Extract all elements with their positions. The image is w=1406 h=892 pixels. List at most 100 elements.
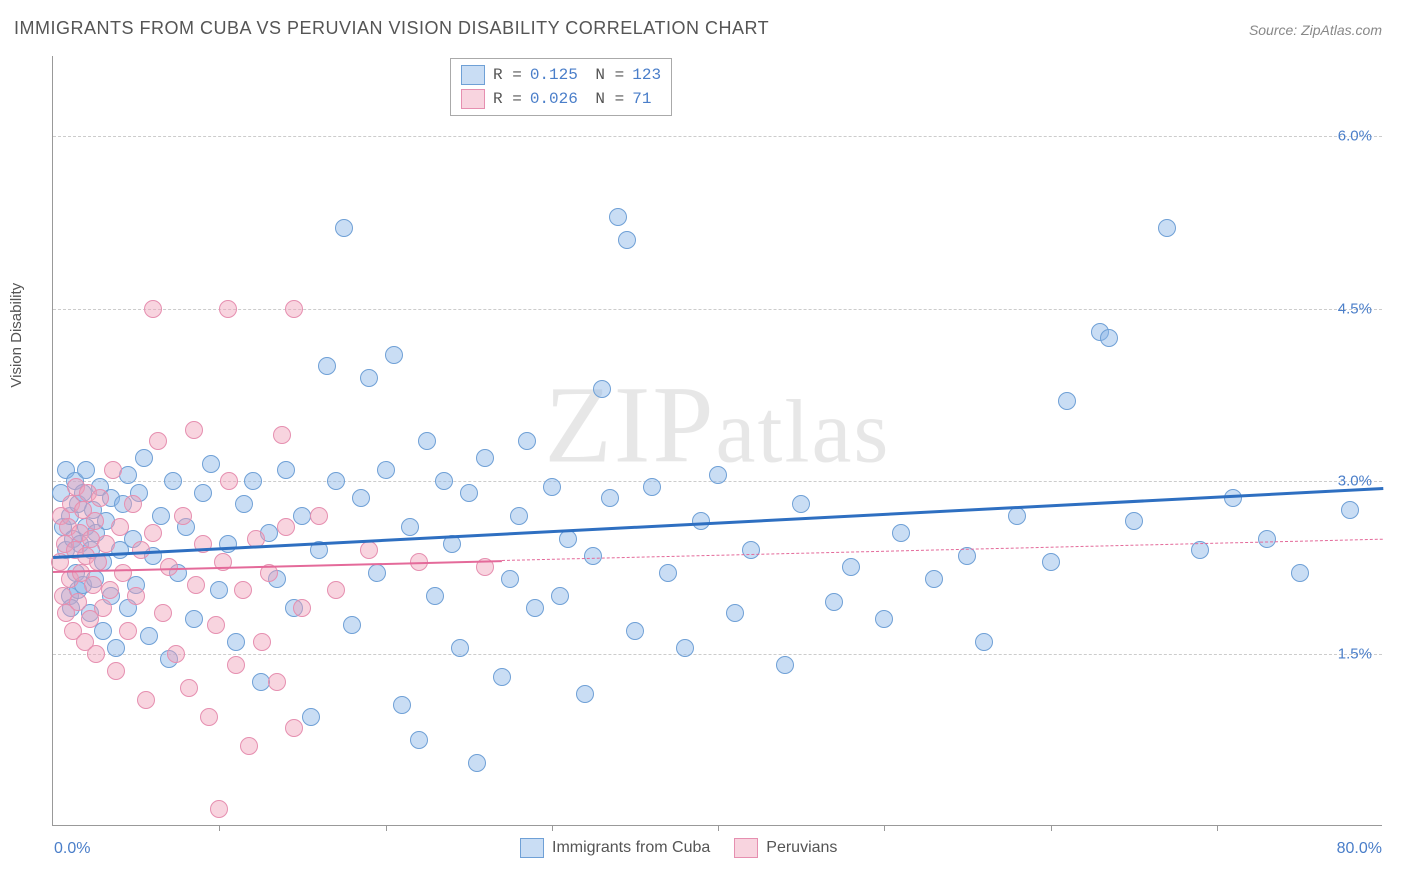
data-point-series-0: [418, 432, 436, 450]
data-point-series-1: [107, 662, 125, 680]
data-point-series-0: [518, 432, 536, 450]
stats-row-0: R = 0.125 N = 123: [461, 63, 661, 87]
y-tick-label: 3.0%: [1338, 473, 1372, 490]
data-point-series-1: [273, 426, 291, 444]
data-point-series-0: [659, 564, 677, 582]
data-point-series-1: [132, 541, 150, 559]
series-legend: Immigrants from Cuba Peruvians: [520, 838, 837, 858]
data-point-series-0: [551, 587, 569, 605]
data-point-series-1: [187, 576, 205, 594]
data-point-series-0: [825, 593, 843, 611]
data-point-series-0: [343, 616, 361, 634]
data-point-series-1: [149, 432, 167, 450]
data-point-series-0: [1341, 501, 1359, 519]
data-point-series-1: [210, 800, 228, 818]
stat-r-1: 0.026: [530, 90, 578, 108]
x-tick: [1051, 825, 1052, 831]
data-point-series-0: [377, 461, 395, 479]
data-point-series-1: [219, 300, 237, 318]
swatch-series-0: [461, 65, 485, 85]
data-point-series-1: [69, 593, 87, 611]
legend-label-0: Immigrants from Cuba: [552, 839, 710, 857]
data-point-series-0: [493, 668, 511, 686]
data-point-series-0: [302, 708, 320, 726]
swatch-bottom-1: [734, 838, 758, 858]
data-point-series-1: [111, 518, 129, 536]
data-point-series-1: [234, 581, 252, 599]
data-point-series-0: [318, 357, 336, 375]
data-point-series-1: [89, 553, 107, 571]
data-point-series-1: [285, 300, 303, 318]
gridline-h: [53, 654, 1382, 655]
gridline-h: [53, 309, 1382, 310]
stats-legend: R = 0.125 N = 123 R = 0.026 N = 71: [450, 58, 672, 116]
data-point-series-0: [1291, 564, 1309, 582]
data-point-series-1: [127, 587, 145, 605]
gridline-h: [53, 136, 1382, 137]
data-point-series-1: [84, 576, 102, 594]
data-point-series-0: [219, 535, 237, 553]
data-point-series-0: [185, 610, 203, 628]
data-point-series-0: [210, 581, 228, 599]
data-point-series-0: [368, 564, 386, 582]
data-point-series-1: [194, 535, 212, 553]
stat-n-1: 71: [632, 90, 651, 108]
data-point-series-1: [360, 541, 378, 559]
data-point-series-1: [185, 421, 203, 439]
legend-label-1: Peruvians: [766, 839, 837, 857]
data-point-series-0: [643, 478, 661, 496]
data-point-series-0: [1042, 553, 1060, 571]
data-point-series-0: [692, 512, 710, 530]
data-point-series-0: [842, 558, 860, 576]
stats-row-1: R = 0.026 N = 71: [461, 87, 661, 111]
data-point-series-0: [501, 570, 519, 588]
data-point-series-0: [676, 639, 694, 657]
data-point-series-1: [114, 564, 132, 582]
data-point-series-1: [124, 495, 142, 513]
data-point-series-1: [247, 530, 265, 548]
data-point-series-0: [310, 541, 328, 559]
data-point-series-1: [137, 691, 155, 709]
data-point-series-0: [327, 472, 345, 490]
data-point-series-0: [593, 380, 611, 398]
data-point-series-0: [107, 639, 125, 657]
data-point-series-1: [253, 633, 271, 651]
data-point-series-1: [51, 553, 69, 571]
data-point-series-0: [244, 472, 262, 490]
data-point-series-0: [277, 461, 295, 479]
data-point-series-0: [609, 208, 627, 226]
stat-n-0: 123: [632, 66, 661, 84]
data-point-series-1: [167, 645, 185, 663]
data-point-series-0: [335, 219, 353, 237]
legend-item-1: Peruvians: [734, 838, 837, 858]
data-point-series-1: [200, 708, 218, 726]
data-point-series-0: [510, 507, 528, 525]
x-tick: [219, 825, 220, 831]
data-point-series-1: [327, 581, 345, 599]
data-point-series-0: [1191, 541, 1209, 559]
data-point-series-0: [1058, 392, 1076, 410]
data-point-series-0: [435, 472, 453, 490]
data-point-series-0: [892, 524, 910, 542]
data-point-series-0: [235, 495, 253, 513]
data-point-series-0: [776, 656, 794, 674]
trend-line: [502, 539, 1383, 561]
data-point-series-1: [410, 553, 428, 571]
data-point-series-0: [709, 466, 727, 484]
data-point-series-0: [77, 461, 95, 479]
data-point-series-1: [285, 719, 303, 737]
y-tick-label: 6.0%: [1338, 128, 1372, 145]
data-point-series-0: [352, 489, 370, 507]
x-axis-max-label: 80.0%: [1337, 840, 1382, 858]
data-point-series-1: [154, 604, 172, 622]
data-point-series-0: [152, 507, 170, 525]
x-tick: [884, 825, 885, 831]
data-point-series-0: [443, 535, 461, 553]
data-point-series-1: [240, 737, 258, 755]
data-point-series-1: [101, 581, 119, 599]
data-point-series-1: [260, 564, 278, 582]
data-point-series-0: [401, 518, 419, 536]
swatch-series-1: [461, 89, 485, 109]
data-point-series-0: [576, 685, 594, 703]
data-point-series-0: [1100, 329, 1118, 347]
